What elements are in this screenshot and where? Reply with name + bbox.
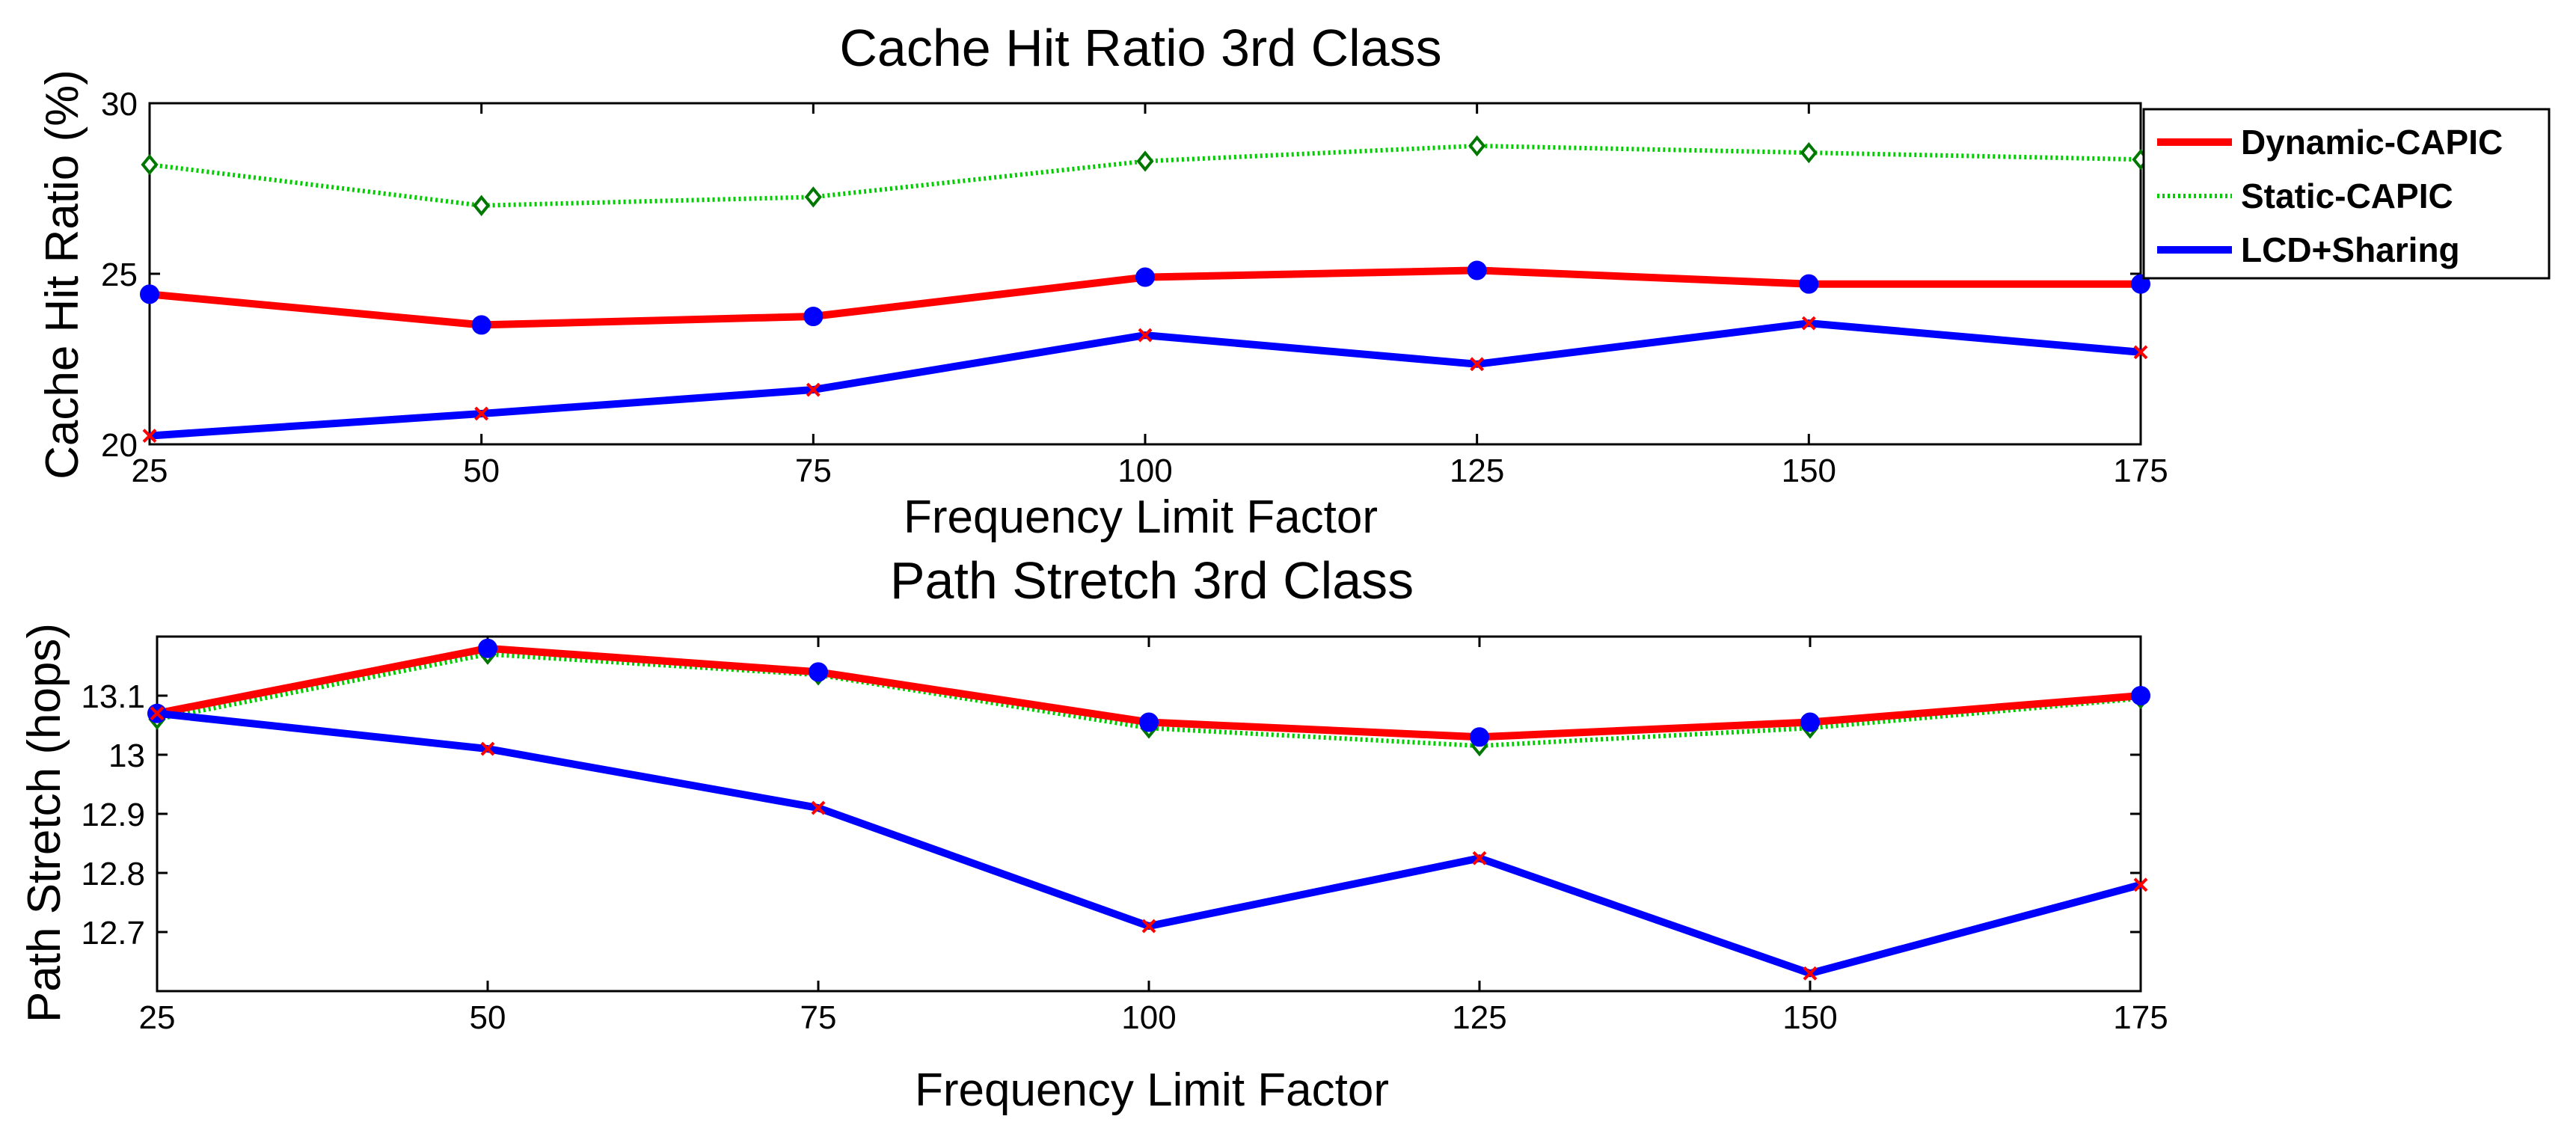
chart1-ylabel: Cache Hit Ratio (%): [37, 70, 88, 479]
legend: Dynamic-CAPIC Static-CAPIC LCD+Sharing: [2142, 108, 2551, 280]
data-point-lcd-sharing: [1470, 357, 1485, 372]
data-point-lcd-sharing: [480, 741, 495, 756]
chart2-axes-box: [156, 635, 2142, 993]
data-point-static-capic: [1800, 141, 1818, 164]
x-tick-label: 50: [470, 999, 506, 1036]
chart2-title: Path Stretch 3rd Class: [890, 551, 1414, 610]
x-tick-label: 100: [1121, 999, 1176, 1036]
y-tick-label: 12.9: [81, 797, 145, 833]
data-point-dynamic-capic: [1467, 260, 1487, 281]
chart2-xlabel: Frequency Limit Factor: [915, 1064, 1389, 1116]
data-point-dynamic-capic: [2131, 686, 2150, 705]
x-tick-label: 175: [2113, 999, 2168, 1036]
x-tick-label: 25: [132, 453, 168, 489]
x-tick-label: 150: [1782, 453, 1836, 489]
data-point-dynamic-capic: [1470, 727, 1489, 747]
y-tick-label: 30: [101, 86, 138, 123]
data-point-dynamic-capic: [1800, 712, 1820, 732]
data-point-static-capic: [1136, 150, 1154, 172]
data-point-lcd-sharing: [1801, 316, 1816, 331]
legend-label-dynamic-capic: Dynamic-CAPIC: [2241, 123, 2503, 162]
x-tick-label: 125: [1450, 453, 1504, 489]
data-point-static-capic: [1468, 135, 1486, 157]
data-point-lcd-sharing: [1141, 919, 1156, 934]
y-tick-label: 25: [101, 257, 138, 293]
x-tick-label: 50: [463, 453, 500, 489]
x-tick-label: 125: [1452, 999, 1506, 1036]
data-point-lcd-sharing: [811, 800, 826, 815]
data-point-dynamic-capic: [140, 284, 159, 304]
y-tick-label: 20: [101, 427, 138, 464]
data-point-dynamic-capic: [803, 307, 824, 326]
data-point-static-capic: [804, 186, 822, 208]
legend-label-lcd-sharing: LCD+Sharing: [2241, 230, 2460, 269]
x-tick-label: 25: [139, 999, 176, 1036]
chart2-plot: 25 50 75 100 125 150 175 12.7 12.8 12.9 13 13.1: [81, 635, 2168, 1036]
data-point-lcd-sharing: [2133, 345, 2148, 360]
data-point-lcd-sharing: [142, 429, 157, 444]
data-point-dynamic-capic: [809, 662, 828, 682]
data-point-lcd-sharing: [806, 382, 821, 397]
chart2-ylabel: Path Stretch (hops): [19, 623, 70, 1023]
data-point-dynamic-capic: [471, 315, 491, 335]
data-point-dynamic-capic: [478, 638, 497, 658]
data-point-lcd-sharing: [150, 706, 165, 721]
y-tick-label: 13.1: [81, 678, 145, 715]
data-point-lcd-sharing: [1138, 328, 1153, 343]
data-point-dynamic-capic: [1799, 274, 1819, 294]
data-point-lcd-sharing: [474, 406, 489, 421]
legend-label-static-capic: Static-CAPIC: [2241, 177, 2453, 215]
y-tick-label: 13: [108, 738, 145, 774]
chart1-title: Cache Hit Ratio 3rd Class: [839, 19, 1441, 77]
data-point-lcd-sharing: [2133, 877, 2148, 892]
data-point-static-capic: [141, 153, 159, 176]
data-point-lcd-sharing: [1472, 850, 1487, 865]
data-point-dynamic-capic: [2131, 274, 2150, 294]
data-point-static-capic: [473, 194, 491, 216]
x-tick-label: 75: [800, 999, 837, 1036]
data-point-lcd-sharing: [1803, 966, 1818, 981]
chart1-xlabel: Frequency Limit Factor: [904, 491, 1378, 543]
x-tick-label: 175: [2113, 453, 2168, 489]
x-tick-label: 150: [1782, 999, 1837, 1036]
y-tick-label: 12.7: [81, 915, 145, 951]
y-tick-label: 12.8: [81, 856, 145, 892]
x-tick-label: 100: [1117, 453, 1172, 489]
x-tick-label: 75: [795, 453, 832, 489]
data-point-dynamic-capic: [1139, 712, 1159, 732]
data-point-dynamic-capic: [1135, 267, 1155, 287]
